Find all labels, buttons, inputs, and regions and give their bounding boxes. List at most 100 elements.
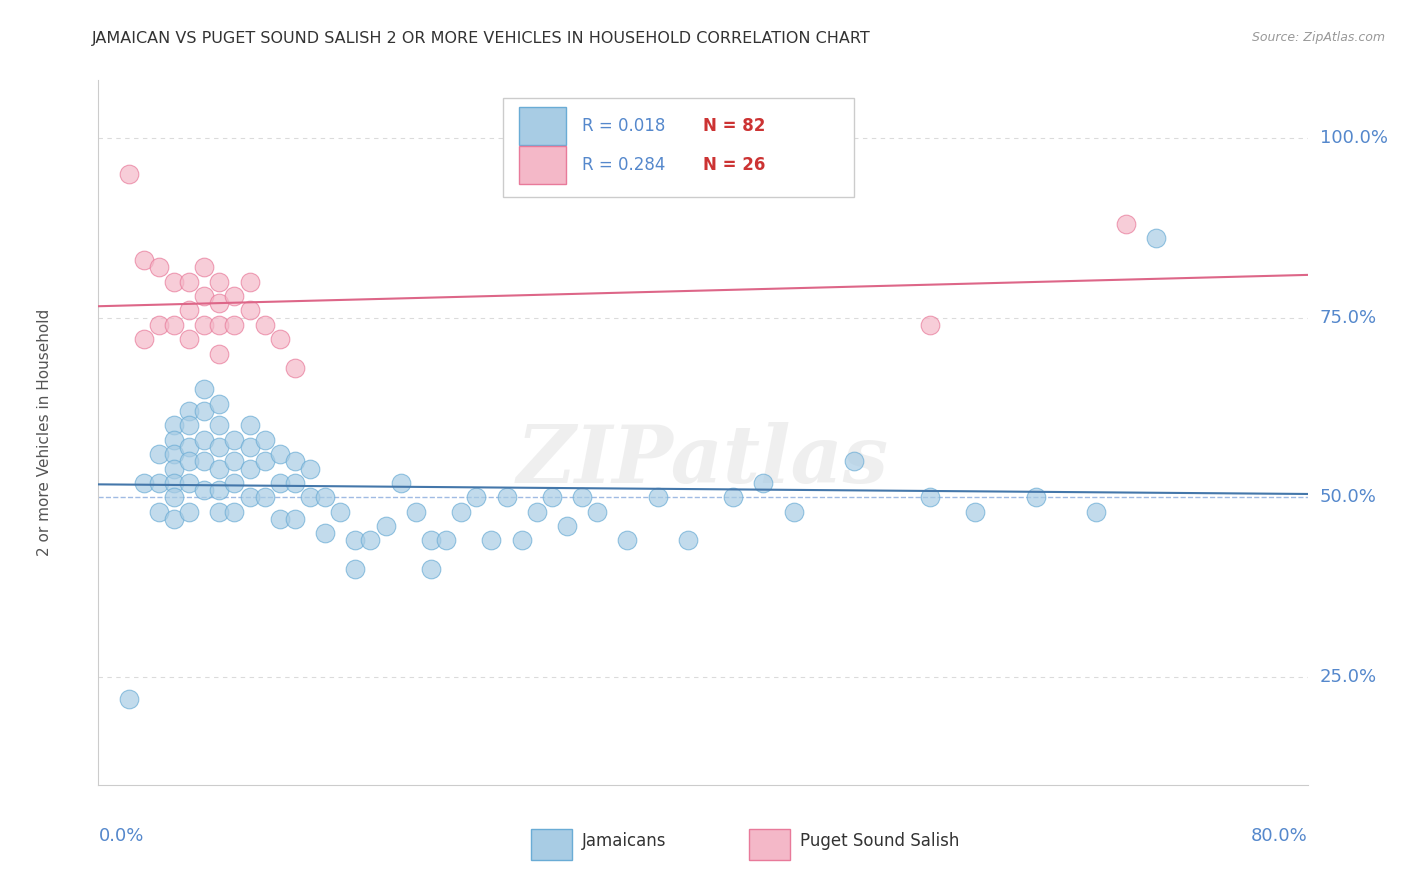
- Point: [148, 318, 170, 332]
- Point: [1115, 217, 1137, 231]
- Point: [420, 562, 443, 576]
- Point: [299, 461, 322, 475]
- Point: [224, 433, 246, 447]
- Point: [389, 475, 412, 490]
- Text: N = 82: N = 82: [703, 117, 765, 135]
- Point: [148, 260, 170, 275]
- Point: [1085, 505, 1108, 519]
- Point: [163, 447, 186, 461]
- Point: [344, 533, 367, 548]
- Point: [193, 260, 215, 275]
- Point: [179, 404, 201, 418]
- Point: [405, 505, 427, 519]
- Point: [253, 491, 276, 505]
- Point: [163, 512, 186, 526]
- Point: [193, 318, 215, 332]
- Point: [193, 454, 215, 468]
- Point: [208, 318, 231, 332]
- Point: [163, 475, 186, 490]
- Point: [193, 383, 215, 397]
- Point: [163, 461, 186, 475]
- Point: [420, 533, 443, 548]
- Text: ZIPatlas: ZIPatlas: [517, 422, 889, 500]
- Point: [676, 533, 699, 548]
- Point: [148, 505, 170, 519]
- Point: [269, 475, 291, 490]
- Text: 75.0%: 75.0%: [1320, 309, 1376, 326]
- Point: [224, 505, 246, 519]
- Point: [434, 533, 457, 548]
- Point: [179, 275, 201, 289]
- Point: [269, 447, 291, 461]
- Point: [918, 318, 941, 332]
- Point: [571, 491, 593, 505]
- FancyBboxPatch shape: [531, 830, 572, 861]
- Point: [374, 519, 396, 533]
- Point: [208, 346, 231, 360]
- Point: [239, 275, 262, 289]
- Point: [224, 289, 246, 303]
- Point: [284, 475, 307, 490]
- Point: [495, 491, 517, 505]
- Point: [132, 253, 155, 268]
- Point: [965, 505, 987, 519]
- Point: [208, 483, 231, 497]
- Point: [284, 512, 307, 526]
- Point: [224, 318, 246, 332]
- Point: [1024, 491, 1046, 505]
- Point: [269, 512, 291, 526]
- Point: [329, 505, 352, 519]
- Point: [118, 167, 141, 181]
- Point: [510, 533, 533, 548]
- Point: [314, 491, 336, 505]
- Point: [239, 303, 262, 318]
- Point: [299, 491, 322, 505]
- Point: [208, 418, 231, 433]
- Text: N = 26: N = 26: [703, 156, 765, 174]
- Text: Puget Sound Salish: Puget Sound Salish: [800, 832, 959, 850]
- Point: [526, 505, 548, 519]
- Point: [284, 454, 307, 468]
- Text: 100.0%: 100.0%: [1320, 128, 1388, 147]
- Point: [844, 454, 866, 468]
- Text: 2 or more Vehicles in Household: 2 or more Vehicles in Household: [37, 309, 52, 557]
- Text: Source: ZipAtlas.com: Source: ZipAtlas.com: [1251, 31, 1385, 45]
- FancyBboxPatch shape: [503, 98, 855, 196]
- Point: [163, 318, 186, 332]
- Point: [239, 440, 262, 454]
- Point: [132, 475, 155, 490]
- Point: [224, 475, 246, 490]
- Point: [118, 691, 141, 706]
- Point: [163, 418, 186, 433]
- FancyBboxPatch shape: [519, 145, 567, 184]
- Point: [752, 475, 775, 490]
- Point: [193, 433, 215, 447]
- Point: [481, 533, 503, 548]
- Point: [783, 505, 806, 519]
- Point: [148, 447, 170, 461]
- Text: Jamaicans: Jamaicans: [582, 832, 666, 850]
- Point: [179, 505, 201, 519]
- Point: [179, 332, 201, 346]
- Point: [193, 404, 215, 418]
- Point: [163, 275, 186, 289]
- Point: [132, 332, 155, 346]
- Point: [253, 318, 276, 332]
- Text: 50.0%: 50.0%: [1320, 488, 1376, 507]
- Point: [239, 491, 262, 505]
- Point: [239, 418, 262, 433]
- FancyBboxPatch shape: [749, 830, 790, 861]
- Point: [540, 491, 562, 505]
- Point: [918, 491, 941, 505]
- Point: [148, 475, 170, 490]
- Point: [224, 454, 246, 468]
- Point: [208, 505, 231, 519]
- Text: 0.0%: 0.0%: [98, 827, 143, 846]
- Point: [269, 332, 291, 346]
- Point: [723, 491, 745, 505]
- Point: [193, 483, 215, 497]
- Text: JAMAICAN VS PUGET SOUND SALISH 2 OR MORE VEHICLES IN HOUSEHOLD CORRELATION CHART: JAMAICAN VS PUGET SOUND SALISH 2 OR MORE…: [91, 31, 870, 46]
- Point: [360, 533, 382, 548]
- Point: [314, 526, 336, 541]
- Point: [179, 303, 201, 318]
